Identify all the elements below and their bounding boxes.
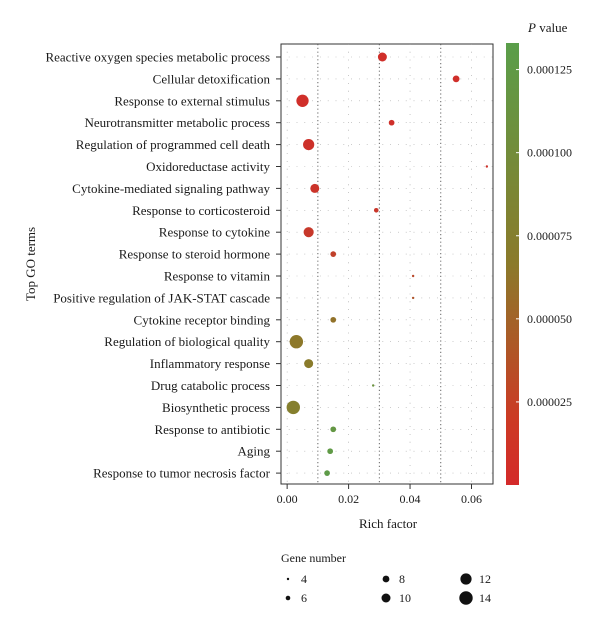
y-tick-label: Cellular detoxification [153,71,271,86]
colorbar-tick-label: 0.000100 [527,146,572,160]
bubble-point [411,274,415,278]
y-tick-label: Response to corticosteroid [132,203,270,218]
size-legend-title: Gene number [281,551,346,565]
y-tick-label: Response to vitamin [164,269,271,284]
y-tick-label: Regulation of programmed cell death [76,137,271,152]
size-legend-label: 4 [301,572,307,586]
x-axis-title: Rich factor [359,516,418,531]
bubble-point [388,119,395,126]
y-tick-label: Drug catabolic process [151,378,270,393]
bubble-marks [286,52,489,476]
size-legend-label: 10 [399,591,411,605]
y-tick-label: Oxidoreductase activity [146,159,270,174]
bubble-point [411,296,415,300]
gene-number-legend: Gene number 4 6 8 10 12 14 [281,551,491,605]
colorbar-title-value: value [536,20,568,35]
bubble-point [303,227,314,238]
bubble-point [377,52,387,62]
plot-area [280,43,494,485]
size-legend-marker [381,593,391,603]
colorbar-tick-label: 0.000025 [527,395,572,409]
y-tick-label: Regulation of biological quality [104,334,270,349]
y-tick-label: Positive regulation of JAK-STAT cascade [53,290,270,305]
y-tick-label: Reactive oxygen species metabolic proces… [45,50,270,65]
y-tick-label: Response to tumor necrosis factor [93,466,271,481]
x-tick-label: 0.06 [461,492,482,506]
size-legend-marker [286,577,290,581]
bubble-point [371,384,375,387]
y-tick-label: Response to antibiotic [154,422,270,437]
y-tick-label: Response to cytokine [159,225,270,240]
y-tick-label: Cytokine receptor binding [134,312,271,327]
bubble-point [330,426,337,433]
y-axis-title: Top GO terms [23,227,38,301]
y-tick-label: Neurotransmitter metabolic process [84,115,270,130]
colorbar-title-p: P [527,20,536,35]
x-axis: 0.00 0.02 0.04 0.06 [277,484,482,506]
bubble-point [485,165,489,168]
bubble-point [373,208,379,213]
bubble-point [286,400,300,415]
size-legend-marker [459,591,473,605]
size-legend-marker [285,595,291,601]
bubble-point [304,359,314,369]
bubble-point [296,94,309,107]
bubble-point [303,139,315,151]
size-legend-label: 12 [479,572,491,586]
go-term-labels: Reactive oxygen species metabolic proces… [45,50,281,481]
bubble-point [327,448,334,455]
bubble-point [289,335,304,349]
y-tick-label: Cytokine-mediated signaling pathway [72,181,270,196]
bubble-point [330,316,337,323]
size-legend-label: 6 [301,591,307,605]
colorbar-tick-label: 0.000125 [527,63,572,77]
size-legend-label: 8 [399,572,405,586]
bubble-point [324,470,330,476]
colorbar-gradient [506,43,519,485]
colorbar-title: P value [527,20,568,35]
y-tick-label: Inflammatory response [150,356,270,371]
colorbar-tick-label: 0.000050 [527,312,572,326]
x-tick-label: 0.04 [400,492,421,506]
y-tick-label: Response to external stimulus [114,93,270,108]
colorbar-tick-label: 0.000075 [527,229,572,243]
y-tick-label: Aging [238,444,271,459]
bubble-point [452,75,460,83]
y-tick-label: Response to steroid hormone [119,247,271,262]
bubble-point [310,183,320,193]
size-legend-label: 14 [479,591,491,605]
x-tick-label: 0.02 [338,492,359,506]
plot-frame [280,43,494,485]
size-legend-marker [382,575,390,583]
p-value-colorbar: P value 0.000025 0.000050 0.000075 0.000100… [506,20,572,485]
bubble-point [330,251,337,257]
y-tick-label: Biosynthetic process [162,400,270,415]
x-tick-label: 0.00 [277,492,298,506]
size-legend-marker [460,573,472,585]
